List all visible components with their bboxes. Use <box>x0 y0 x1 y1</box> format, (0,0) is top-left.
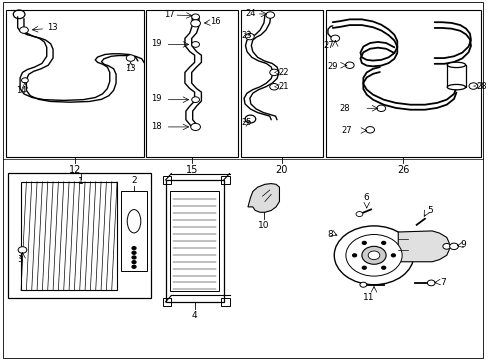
Text: 25: 25 <box>242 118 252 127</box>
Circle shape <box>245 115 256 123</box>
Circle shape <box>362 246 386 264</box>
Bar <box>163 176 172 184</box>
Text: 6: 6 <box>363 193 368 202</box>
Circle shape <box>132 256 136 259</box>
Circle shape <box>360 282 367 287</box>
Text: 17: 17 <box>165 10 175 19</box>
Text: 26: 26 <box>397 165 409 175</box>
Circle shape <box>126 55 135 61</box>
Text: 10: 10 <box>258 221 270 230</box>
Text: 19: 19 <box>151 94 162 103</box>
Circle shape <box>192 41 199 47</box>
Text: 24: 24 <box>245 9 256 18</box>
Circle shape <box>392 254 395 257</box>
Text: 12: 12 <box>69 165 81 175</box>
Ellipse shape <box>447 62 465 68</box>
Circle shape <box>427 280 435 286</box>
Circle shape <box>192 97 199 103</box>
Bar <box>447 65 465 87</box>
Circle shape <box>363 266 366 269</box>
Bar <box>146 10 238 157</box>
Text: 9: 9 <box>460 240 466 249</box>
Text: 13: 13 <box>125 64 136 73</box>
Text: 15: 15 <box>186 165 198 175</box>
Circle shape <box>450 243 458 249</box>
Ellipse shape <box>447 85 465 90</box>
Circle shape <box>331 35 340 41</box>
Text: 29: 29 <box>327 62 338 71</box>
Circle shape <box>192 14 199 20</box>
Text: 22: 22 <box>278 68 289 77</box>
Circle shape <box>20 27 28 33</box>
Text: 18: 18 <box>151 122 162 131</box>
Circle shape <box>346 234 402 276</box>
Text: 5: 5 <box>427 206 433 215</box>
Text: 27: 27 <box>323 41 334 50</box>
Bar <box>5 10 144 157</box>
Circle shape <box>132 265 136 268</box>
Circle shape <box>132 247 136 249</box>
Text: 4: 4 <box>192 311 197 320</box>
Text: 27: 27 <box>342 126 352 135</box>
Text: 11: 11 <box>364 293 375 302</box>
Text: 3: 3 <box>17 255 23 264</box>
Polygon shape <box>398 231 449 262</box>
Text: 21: 21 <box>278 82 289 91</box>
Bar <box>325 10 481 157</box>
Circle shape <box>191 123 200 131</box>
Circle shape <box>368 251 380 260</box>
Circle shape <box>334 226 414 285</box>
Circle shape <box>191 20 200 27</box>
Bar <box>221 298 229 306</box>
Circle shape <box>18 247 27 253</box>
Circle shape <box>366 127 374 133</box>
Circle shape <box>270 69 278 76</box>
Bar <box>8 173 151 298</box>
Polygon shape <box>248 184 279 212</box>
Text: 28: 28 <box>339 104 350 113</box>
Circle shape <box>353 254 357 257</box>
Circle shape <box>356 212 363 217</box>
Text: 16: 16 <box>210 17 221 26</box>
Circle shape <box>382 242 386 244</box>
Circle shape <box>132 251 136 254</box>
Circle shape <box>270 84 278 90</box>
Circle shape <box>245 33 254 40</box>
Bar <box>121 192 147 271</box>
Text: 14: 14 <box>16 86 26 95</box>
Circle shape <box>382 266 386 269</box>
Bar <box>241 10 323 157</box>
Circle shape <box>363 242 366 244</box>
Text: 1: 1 <box>78 177 84 186</box>
Text: 7: 7 <box>440 278 446 287</box>
Circle shape <box>266 12 274 18</box>
Bar <box>166 180 224 302</box>
Text: 19: 19 <box>151 39 162 48</box>
Text: 23: 23 <box>242 31 252 40</box>
Circle shape <box>22 78 28 83</box>
Circle shape <box>345 62 354 68</box>
Circle shape <box>443 243 451 249</box>
Text: 2: 2 <box>131 176 137 185</box>
Circle shape <box>377 105 386 112</box>
Text: 28: 28 <box>477 82 488 91</box>
Circle shape <box>469 83 478 89</box>
Text: 8: 8 <box>327 230 333 239</box>
Text: 13: 13 <box>47 23 57 32</box>
Circle shape <box>132 261 136 264</box>
Bar <box>21 182 117 291</box>
Text: 20: 20 <box>276 165 288 175</box>
Bar <box>171 191 219 291</box>
Ellipse shape <box>127 210 141 233</box>
Bar <box>163 298 172 306</box>
Bar <box>221 176 229 184</box>
